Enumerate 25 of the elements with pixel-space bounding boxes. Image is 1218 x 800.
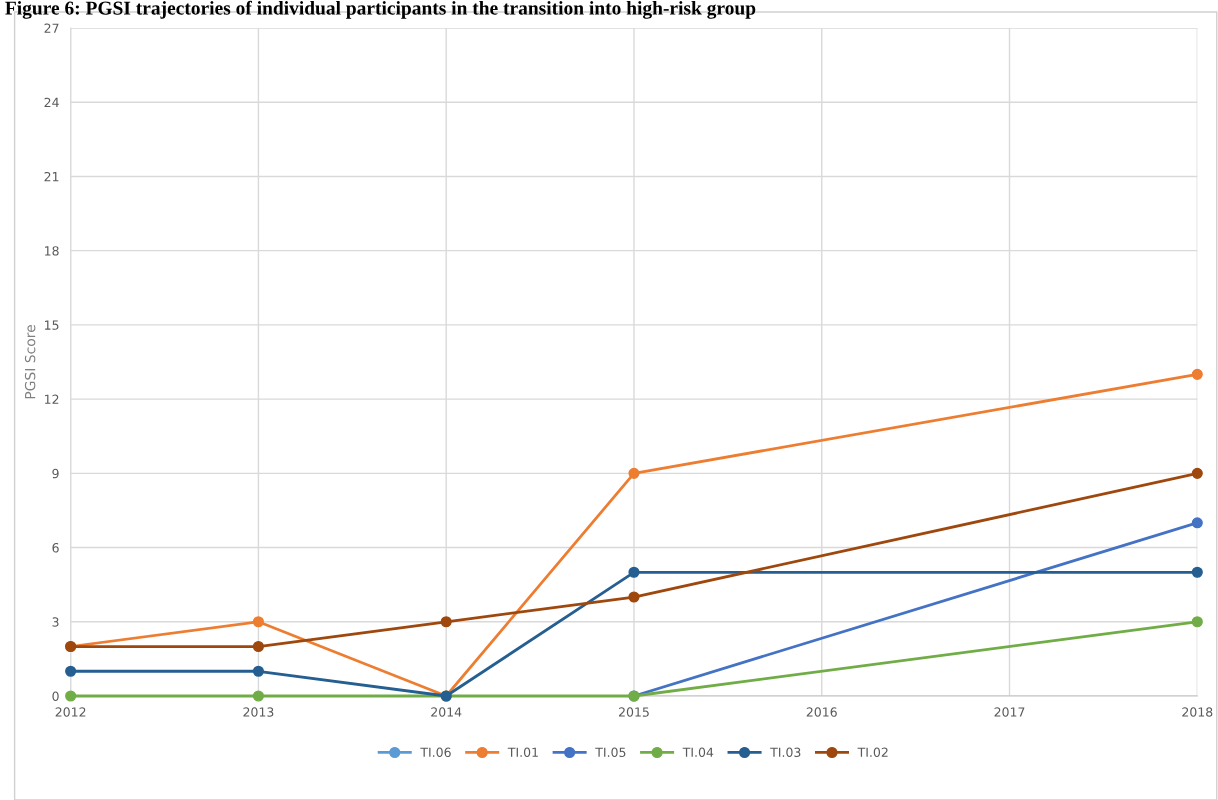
y-tick-label: 0 — [52, 691, 59, 701]
legend-label: TI.05 — [595, 747, 626, 758]
x-tick-label: 2018 — [1182, 707, 1213, 717]
y-axis-title: PGSI Score — [24, 325, 36, 399]
legend-label: TI.02 — [857, 747, 888, 758]
x-tick-label: 2013 — [243, 707, 274, 717]
y-tick-label: 3 — [52, 617, 59, 627]
y-tick-label: 27 — [44, 23, 59, 33]
x-tick-label: 2014 — [431, 707, 462, 717]
legend-label: TI.06 — [420, 747, 451, 758]
legend-label: TI.04 — [682, 747, 714, 758]
y-tick-label: 18 — [45, 246, 59, 256]
x-tick-label: 2012 — [55, 707, 86, 717]
x-tick-label: 2016 — [806, 707, 837, 717]
y-tick-label: 15 — [45, 320, 59, 330]
x-tick-label: 2017 — [994, 707, 1025, 717]
y-tick-label: 21 — [44, 171, 59, 182]
chart-title: Figure 6: PGSI trajectories of individual participants in the transition into high-risk group — [5, 0, 756, 19]
y-tick-label: 6 — [52, 543, 59, 553]
y-tick-label: 9 — [52, 468, 59, 479]
x-tick-label: 2015 — [618, 707, 649, 717]
legend-label: TI.03 — [770, 747, 801, 758]
y-tick-label: 12 — [45, 394, 59, 404]
legend-label: TI.01 — [507, 747, 538, 758]
y-tick-label: 24 — [44, 97, 59, 107]
